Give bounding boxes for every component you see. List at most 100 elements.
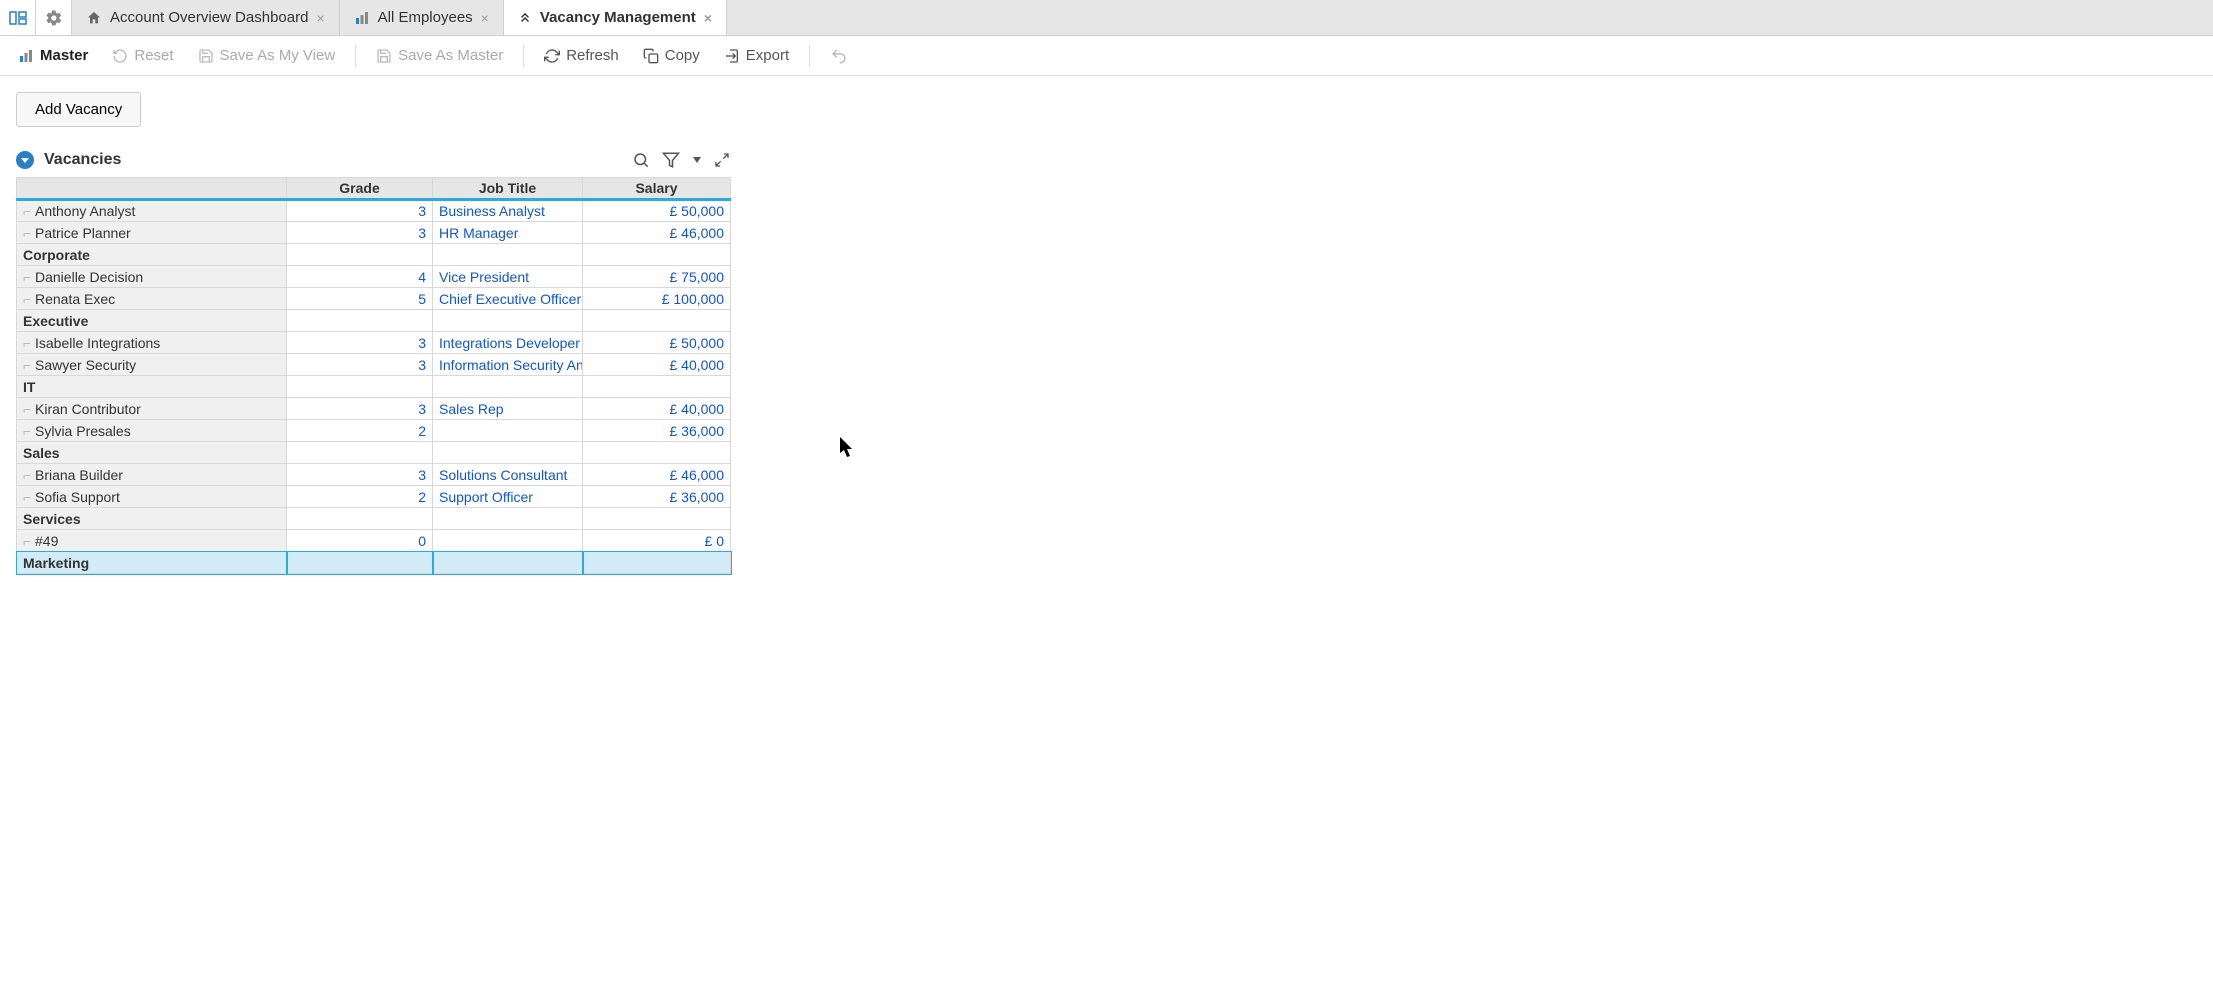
close-icon[interactable]: × bbox=[481, 10, 489, 26]
job-cell[interactable] bbox=[433, 244, 583, 266]
name-cell[interactable]: Sales bbox=[17, 442, 287, 464]
name-cell[interactable]: ⌐Sofia Support bbox=[17, 486, 287, 508]
reset-button[interactable]: Reset bbox=[102, 43, 183, 68]
copy-button[interactable]: Copy bbox=[633, 43, 710, 68]
search-icon[interactable] bbox=[632, 151, 650, 169]
job-cell[interactable]: Chief Executive Officer bbox=[433, 288, 583, 310]
chevron-down-icon[interactable] bbox=[692, 155, 702, 165]
export-button[interactable]: Export bbox=[714, 43, 799, 68]
settings-button[interactable] bbox=[36, 0, 72, 35]
close-icon[interactable]: × bbox=[316, 10, 324, 26]
job-cell[interactable] bbox=[433, 530, 583, 552]
job-cell[interactable]: Sales Rep bbox=[433, 398, 583, 420]
undo-button[interactable] bbox=[820, 43, 858, 69]
tab-account-overview[interactable]: Account Overview Dashboard × bbox=[72, 0, 340, 35]
add-vacancy-button[interactable]: Add Vacancy bbox=[16, 92, 141, 127]
table-row[interactable]: ⌐#490£ 0 bbox=[17, 530, 731, 552]
name-cell[interactable]: ⌐Isabelle Integrations bbox=[17, 332, 287, 354]
header-name[interactable] bbox=[17, 178, 287, 200]
salary-cell[interactable]: £ 36,000 bbox=[583, 486, 731, 508]
filter-icon[interactable] bbox=[662, 151, 680, 169]
table-row[interactable]: ⌐Anthony Analyst3Business Analyst£ 50,00… bbox=[17, 200, 731, 222]
name-cell[interactable]: Services bbox=[17, 508, 287, 530]
salary-cell[interactable]: £ 75,000 bbox=[583, 266, 731, 288]
tab-vacancy-management[interactable]: Vacancy Management × bbox=[504, 0, 727, 35]
grade-cell[interactable]: 3 bbox=[287, 354, 433, 376]
job-cell[interactable]: Support Officer bbox=[433, 486, 583, 508]
grade-cell[interactable]: 2 bbox=[287, 486, 433, 508]
header-job[interactable]: Job Title bbox=[433, 178, 583, 200]
job-cell[interactable]: Information Security Analyst bbox=[433, 354, 583, 376]
grade-cell[interactable]: 3 bbox=[287, 332, 433, 354]
salary-cell[interactable] bbox=[583, 244, 731, 266]
save-as-my-view-button[interactable]: Save As My View bbox=[188, 43, 346, 68]
grade-cell[interactable]: 3 bbox=[287, 222, 433, 244]
table-row[interactable]: ⌐Sylvia Presales2£ 36,000 bbox=[17, 420, 731, 442]
salary-cell[interactable]: £ 40,000 bbox=[583, 354, 731, 376]
grade-cell[interactable]: 3 bbox=[287, 464, 433, 486]
name-cell[interactable]: Executive bbox=[17, 310, 287, 332]
name-cell[interactable]: ⌐Renata Exec bbox=[17, 288, 287, 310]
grade-cell[interactable] bbox=[287, 508, 433, 530]
group-row[interactable]: Marketing bbox=[17, 552, 731, 574]
job-cell[interactable] bbox=[433, 508, 583, 530]
job-cell[interactable] bbox=[433, 552, 583, 574]
tab-all-employees[interactable]: All Employees × bbox=[340, 0, 504, 35]
refresh-button[interactable]: Refresh bbox=[534, 43, 629, 68]
table-row[interactable]: ⌐Kiran Contributor3Sales Rep£ 40,000 bbox=[17, 398, 731, 420]
job-cell[interactable]: HR Manager bbox=[433, 222, 583, 244]
job-cell[interactable] bbox=[433, 442, 583, 464]
name-cell[interactable]: ⌐Sylvia Presales bbox=[17, 420, 287, 442]
name-cell[interactable]: ⌐Anthony Analyst bbox=[17, 200, 287, 222]
grade-cell[interactable]: 3 bbox=[287, 398, 433, 420]
table-row[interactable]: ⌐Patrice Planner3HR Manager£ 46,000 bbox=[17, 222, 731, 244]
name-cell[interactable]: ⌐Kiran Contributor bbox=[17, 398, 287, 420]
group-row[interactable]: IT bbox=[17, 376, 731, 398]
salary-cell[interactable]: £ 100,000 bbox=[583, 288, 731, 310]
group-row[interactable]: Corporate bbox=[17, 244, 731, 266]
close-icon[interactable]: × bbox=[704, 10, 712, 26]
salary-cell[interactable]: £ 46,000 bbox=[583, 222, 731, 244]
salary-cell[interactable]: £ 46,000 bbox=[583, 464, 731, 486]
salary-cell[interactable] bbox=[583, 552, 731, 574]
job-cell[interactable]: Integrations Developer bbox=[433, 332, 583, 354]
job-cell[interactable]: Vice President bbox=[433, 266, 583, 288]
grade-cell[interactable] bbox=[287, 310, 433, 332]
name-cell[interactable]: ⌐Sawyer Security bbox=[17, 354, 287, 376]
grade-cell[interactable]: 0 bbox=[287, 530, 433, 552]
name-cell[interactable]: Corporate bbox=[17, 244, 287, 266]
grade-cell[interactable]: 5 bbox=[287, 288, 433, 310]
grade-cell[interactable] bbox=[287, 442, 433, 464]
name-cell[interactable]: Marketing bbox=[17, 552, 287, 574]
toggle-panel-button[interactable] bbox=[0, 0, 36, 35]
group-row[interactable]: Sales bbox=[17, 442, 731, 464]
header-salary[interactable]: Salary bbox=[583, 178, 731, 200]
salary-cell[interactable]: £ 36,000 bbox=[583, 420, 731, 442]
salary-cell[interactable]: £ 40,000 bbox=[583, 398, 731, 420]
job-cell[interactable] bbox=[433, 376, 583, 398]
job-cell[interactable] bbox=[433, 310, 583, 332]
salary-cell[interactable] bbox=[583, 310, 731, 332]
name-cell[interactable]: ⌐Briana Builder bbox=[17, 464, 287, 486]
collapse-toggle[interactable] bbox=[16, 151, 34, 169]
table-row[interactable]: ⌐Sawyer Security3Information Security An… bbox=[17, 354, 731, 376]
grade-cell[interactable] bbox=[287, 244, 433, 266]
master-view-button[interactable]: Master bbox=[8, 43, 98, 68]
table-row[interactable]: ⌐Isabelle Integrations3Integrations Deve… bbox=[17, 332, 731, 354]
name-cell[interactable]: ⌐Danielle Decision bbox=[17, 266, 287, 288]
salary-cell[interactable]: £ 50,000 bbox=[583, 200, 731, 222]
table-row[interactable]: ⌐Danielle Decision4Vice President£ 75,00… bbox=[17, 266, 731, 288]
grade-cell[interactable] bbox=[287, 376, 433, 398]
grade-cell[interactable]: 4 bbox=[287, 266, 433, 288]
save-as-master-button[interactable]: Save As Master bbox=[366, 43, 513, 68]
table-row[interactable]: ⌐Renata Exec5Chief Executive Officer£ 10… bbox=[17, 288, 731, 310]
job-cell[interactable] bbox=[433, 420, 583, 442]
name-cell[interactable]: ⌐Patrice Planner bbox=[17, 222, 287, 244]
salary-cell[interactable]: £ 0 bbox=[583, 530, 731, 552]
table-row[interactable]: ⌐Sofia Support2Support Officer£ 36,000 bbox=[17, 486, 731, 508]
vacancies-grid[interactable]: Grade Job Title Salary ⌐Anthony Analyst3… bbox=[16, 177, 731, 574]
salary-cell[interactable] bbox=[583, 442, 731, 464]
group-row[interactable]: Services bbox=[17, 508, 731, 530]
job-cell[interactable]: Solutions Consultant bbox=[433, 464, 583, 486]
grade-cell[interactable] bbox=[287, 552, 433, 574]
